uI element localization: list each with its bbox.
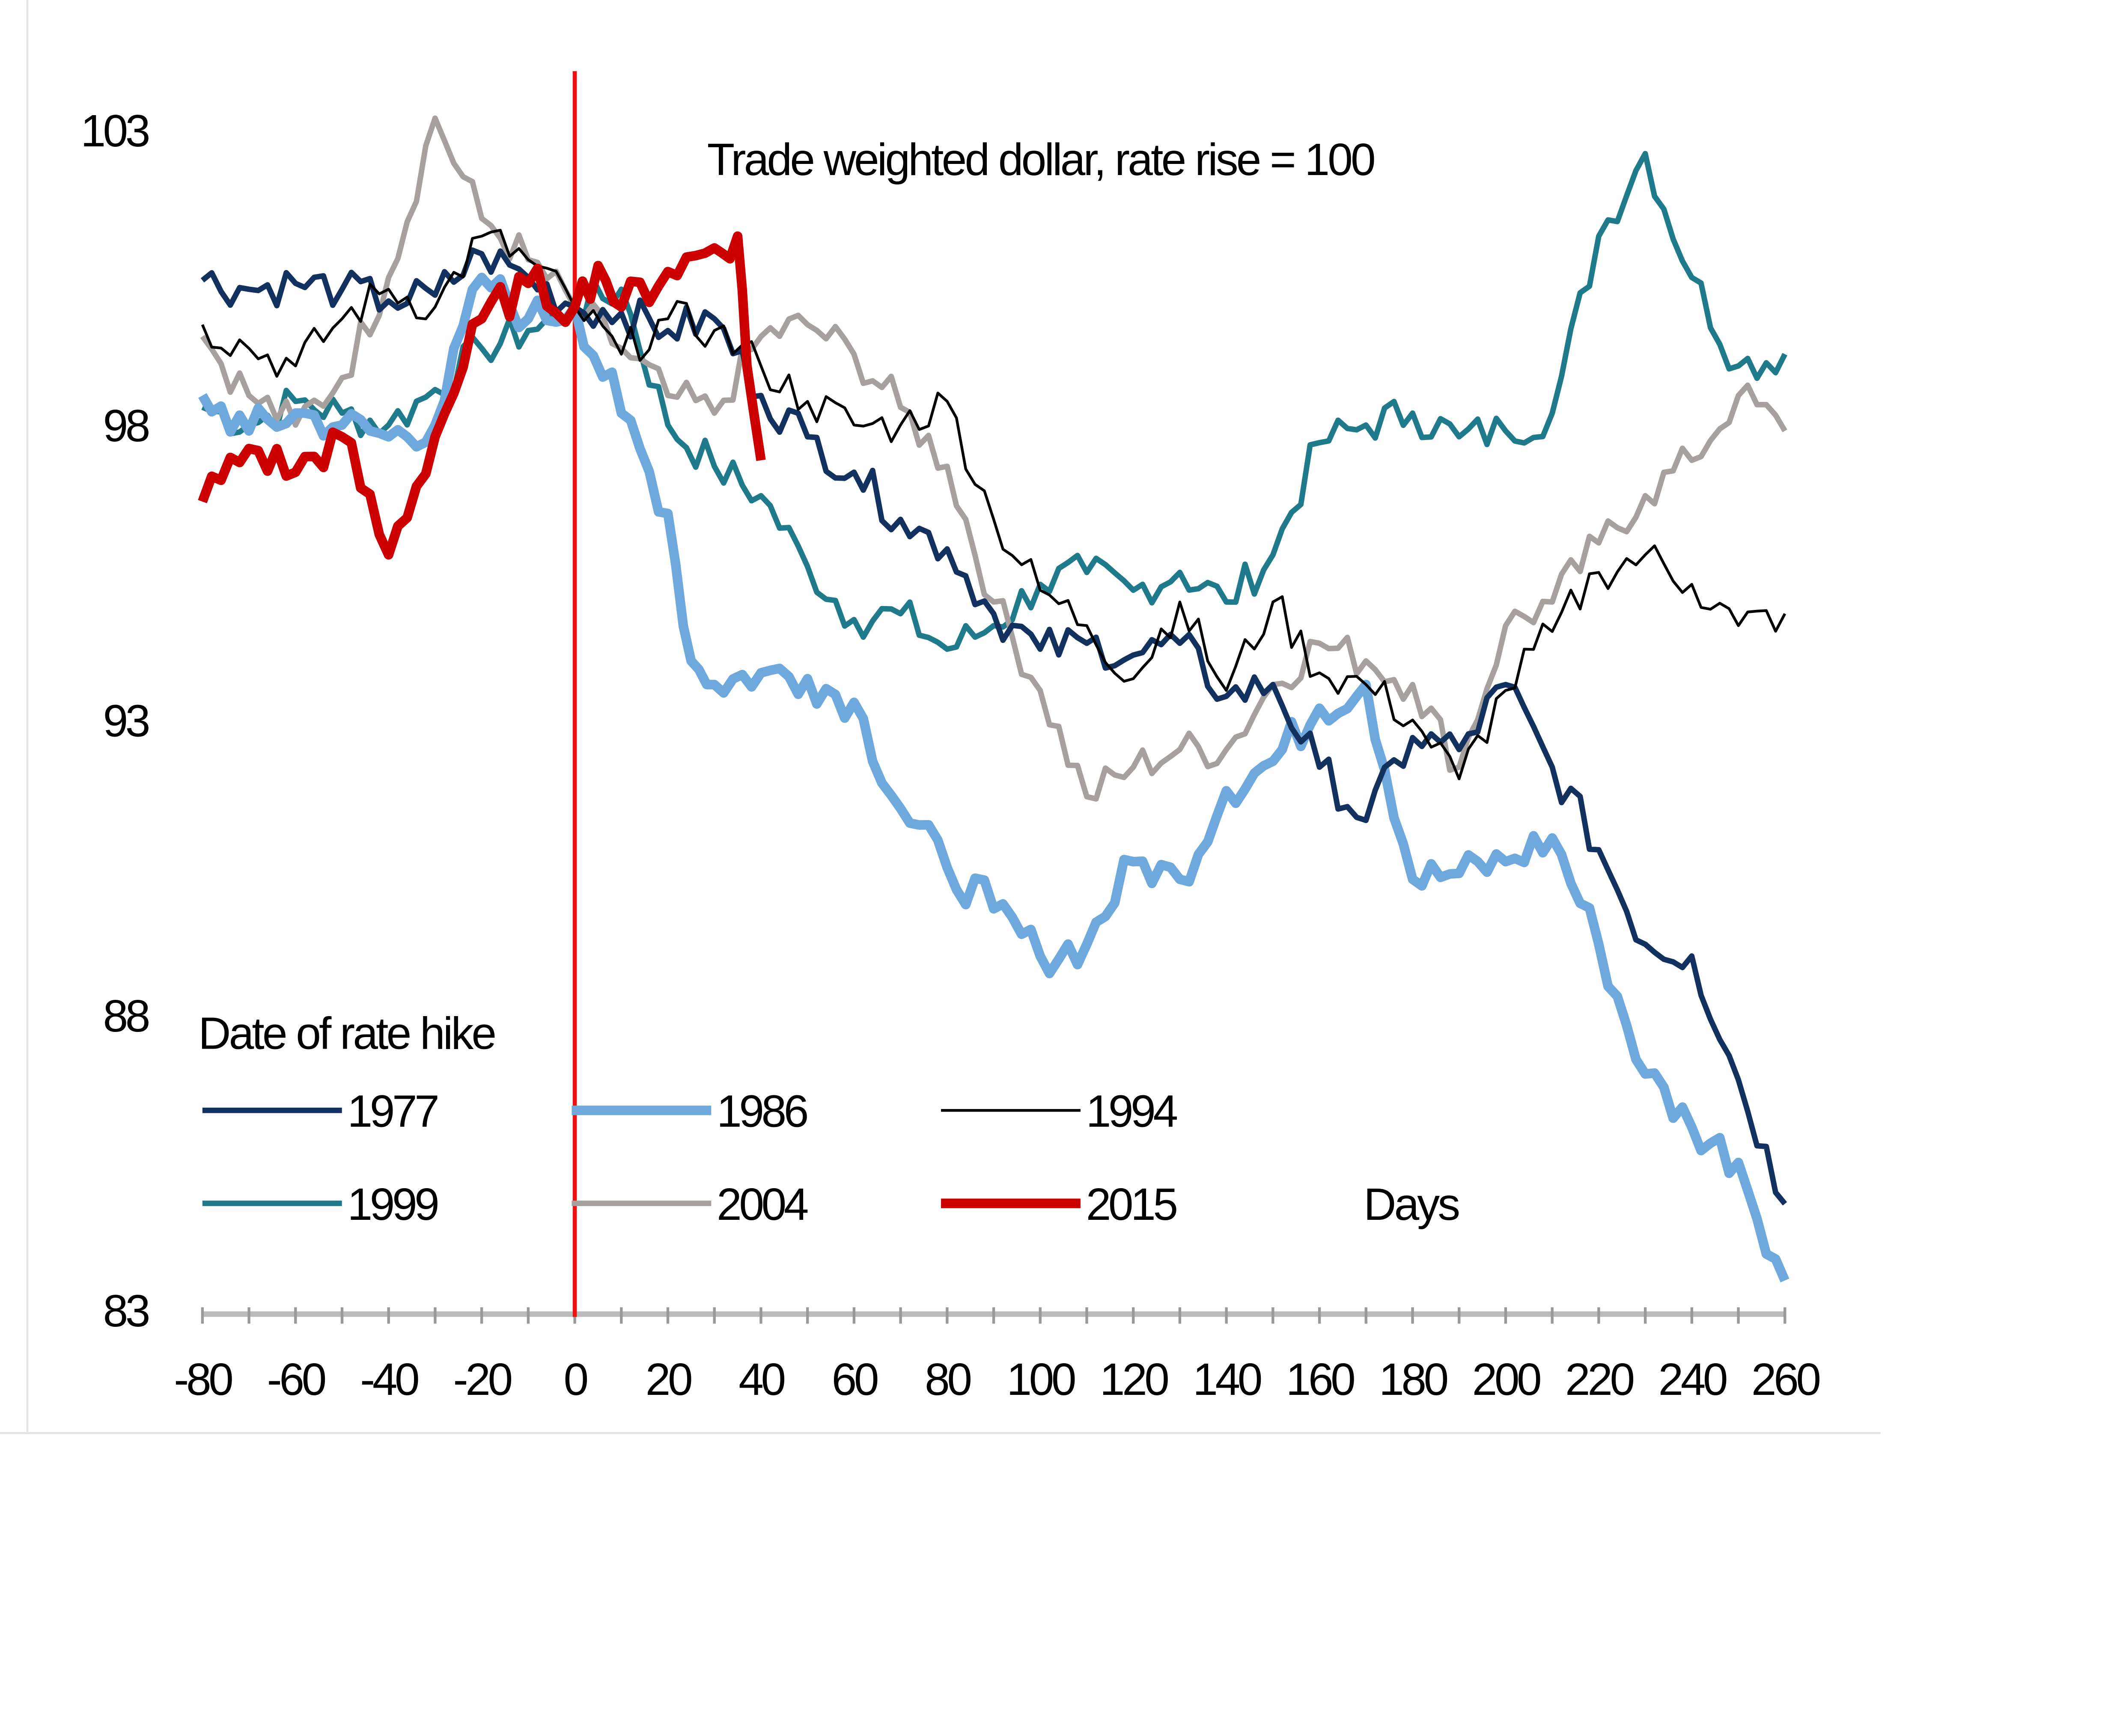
y-tick-label: 88 (103, 991, 149, 1041)
x-tick-label: 260 (1751, 1355, 1819, 1405)
y-tick-label: 83 (103, 1286, 149, 1336)
y-tick-label: 103 (80, 106, 148, 156)
x-tick-label: 140 (1193, 1355, 1261, 1405)
y-tick-label: 98 (103, 401, 149, 451)
x-tick-label: -80 (174, 1355, 232, 1405)
x-tick-label: -40 (360, 1355, 418, 1405)
y-tick-label: 93 (103, 696, 149, 746)
chart-title: Trade weighted dollar, rate rise = 100 (707, 135, 1374, 185)
series-line-1994 (201, 229, 1787, 781)
x-tick-label: 80 (925, 1355, 971, 1405)
x-tick-label: 180 (1379, 1355, 1447, 1405)
x-axis: -80 -60 -40 -20 0 20 40 60 80 100 120 140 160 180 200 2… (174, 1307, 1822, 1405)
legend-label-1999: 1999 (347, 1180, 438, 1230)
series-line-1986 (198, 273, 1789, 1283)
legend-label-2015: 2015 (1086, 1180, 1177, 1230)
x-tick-label: 40 (738, 1355, 784, 1405)
x-tick-label: 200 (1472, 1355, 1540, 1405)
legend-label-1977: 1977 (347, 1087, 438, 1137)
legend-label-1994: 1994 (1086, 1087, 1177, 1137)
x-tick-label: 120 (1100, 1355, 1168, 1405)
legend-label-1986: 1986 (717, 1087, 807, 1137)
series-line-2004 (200, 115, 1787, 802)
x-tick-label: -20 (453, 1355, 512, 1405)
x-tick-label: 100 (1006, 1355, 1075, 1405)
x-tick-label: 240 (1658, 1355, 1726, 1405)
x-tick-label: 160 (1286, 1355, 1354, 1405)
x-tick-label: -60 (267, 1355, 325, 1405)
x-axis-label: Days (1364, 1180, 1459, 1230)
x-tick-label: 20 (646, 1355, 691, 1405)
x-tick-label: 0 (563, 1355, 587, 1405)
x-tick-label: 60 (832, 1355, 878, 1405)
legend-label-2004: 2004 (717, 1180, 808, 1230)
legend-title: Date of rate hike (198, 1009, 494, 1059)
x-tick-label: 220 (1565, 1355, 1633, 1405)
series-lines (198, 115, 1789, 1283)
y-axis: 103 98 93 88 83 (80, 106, 152, 1336)
legend: 1977 1986 1994 1999 2004 2015 (202, 1087, 1180, 1230)
series-line-2015 (198, 231, 766, 560)
